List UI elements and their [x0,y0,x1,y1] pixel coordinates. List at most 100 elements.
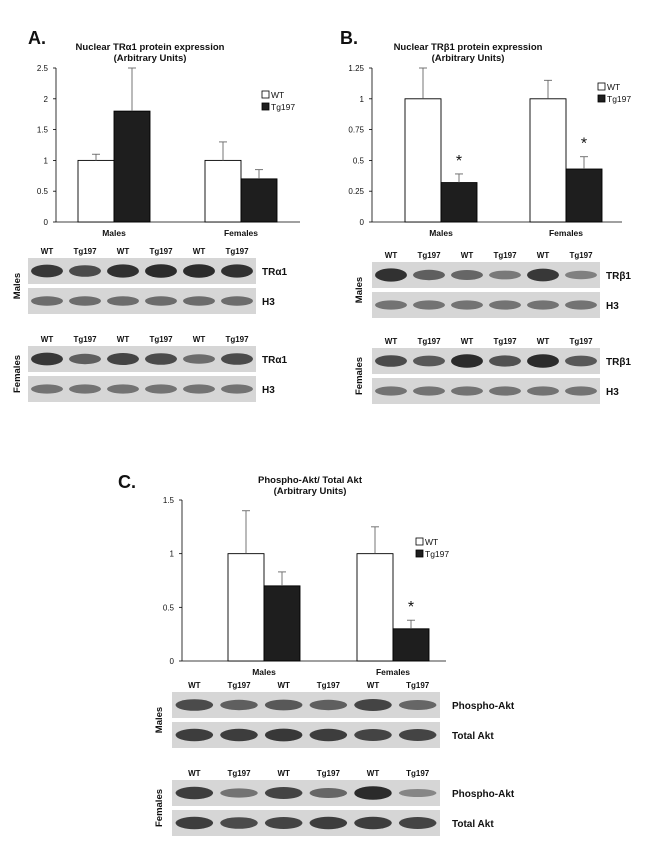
blot-band [107,296,139,306]
group-label: Males [12,273,23,299]
category-label: Females [224,228,258,238]
bar-wt-males [404,98,442,223]
blot-band [527,268,559,282]
blot-band [451,270,483,280]
lane-label: Tg197 [227,681,251,690]
blot-band [375,386,407,396]
blot-band [183,264,215,278]
blot-band [175,699,214,711]
protein-label: Phospho-Akt [452,701,515,712]
chart-title: Phospho-Akt/ Total Akt [258,475,363,486]
chart-subtitle: (Arbitrary Units) [114,53,187,64]
legend-label: WT [271,90,284,100]
y-tick-label: 1.5 [163,496,175,505]
blot-band [221,384,253,394]
blot-band [375,268,407,282]
blot-band [527,300,559,310]
y-tick-label: 1.25 [348,64,364,73]
lane-label: WT [461,337,474,346]
blot-strip [172,810,440,836]
legend-label: Tg197 [425,549,449,559]
legend-swatch [261,102,270,111]
blot-band [489,355,521,367]
blot-band [31,352,63,366]
blot-band [31,296,63,306]
y-tick-label: 0 [170,657,175,666]
blot-band [309,699,348,711]
blot-band [413,355,445,367]
blot-band [264,728,303,742]
y-tick-label: 1.5 [37,126,49,135]
bar-wt-females [204,159,242,223]
lane-label: WT [41,247,54,256]
blot-band [145,264,177,278]
y-tick-label: 1 [44,156,49,165]
lane-label: WT [193,335,206,344]
y-tick-label: 1 [170,550,175,559]
blot-band [527,386,559,396]
category-label: Males [429,228,453,238]
group-label: Males [354,277,365,303]
blot-band [183,296,215,306]
blot-band [107,384,139,394]
blot-band [398,729,437,741]
blot-band [354,699,392,711]
legend-label: WT [425,537,438,547]
protein-label: Phospho-Akt [452,789,515,800]
blot-band [69,296,101,306]
blot-strip [372,348,600,374]
bar-tg197-females [565,168,603,223]
blot-strip [172,780,440,806]
lane-label: WT [188,681,201,690]
protein-label: Total Akt [452,731,494,742]
blot-band [264,817,303,829]
blot-band [220,817,258,829]
lane-label: Tg197 [569,251,593,260]
blot-band [451,300,483,310]
lane-label: WT [367,769,380,778]
lane-label: WT [277,769,290,778]
blot-band [527,354,559,368]
blot-band [220,699,258,711]
y-tick-label: 0 [44,218,49,227]
legend-swatch [415,549,424,558]
bar-wt-females [529,98,567,223]
blot-band [398,700,437,710]
blot-band [264,699,303,711]
western-blot-males: WT Tg197 WT Tg197 WT Tg197 Phospho-Akt Total Ak… [154,681,515,748]
y-tick-label: 0 [360,218,365,227]
lane-label: WT [193,247,206,256]
lane-label: Tg197 [73,335,97,344]
bar-wt-males [77,159,115,223]
blot-band [565,386,597,396]
y-tick-label: 2.5 [37,64,49,73]
blot-band [354,729,392,741]
blot-band [565,300,597,310]
y-tick-label: 0.5 [353,156,365,165]
blot-band [107,264,139,278]
protein-label: TRβ1 [606,271,631,282]
blot-band [175,786,214,800]
blot-strip [372,292,600,318]
legend-label: Tg197 [271,102,295,112]
group-label: Males [154,707,165,733]
blot-strip [28,346,256,372]
bar-tg197-males [113,110,151,223]
legend-swatch [597,94,606,103]
lane-label: Tg197 [417,337,441,346]
lane-label: Tg197 [73,247,97,256]
blot-band [220,788,258,798]
bar-tg197-females [240,178,278,223]
western-blot-males: WT Tg197 WT Tg197 WT Tg197 TRβ1 H3 Males [354,251,631,318]
y-tick-label: 0.75 [348,126,364,135]
y-tick-label: 0.5 [37,187,49,196]
blot-strip [28,288,256,314]
blot-strip [28,258,256,284]
group-label: Females [354,357,365,395]
y-tick-label: 1 [360,95,365,104]
blot-band [31,384,63,394]
panel-label: A. [28,28,46,48]
blot-band [183,384,215,394]
blot-band [221,296,253,306]
